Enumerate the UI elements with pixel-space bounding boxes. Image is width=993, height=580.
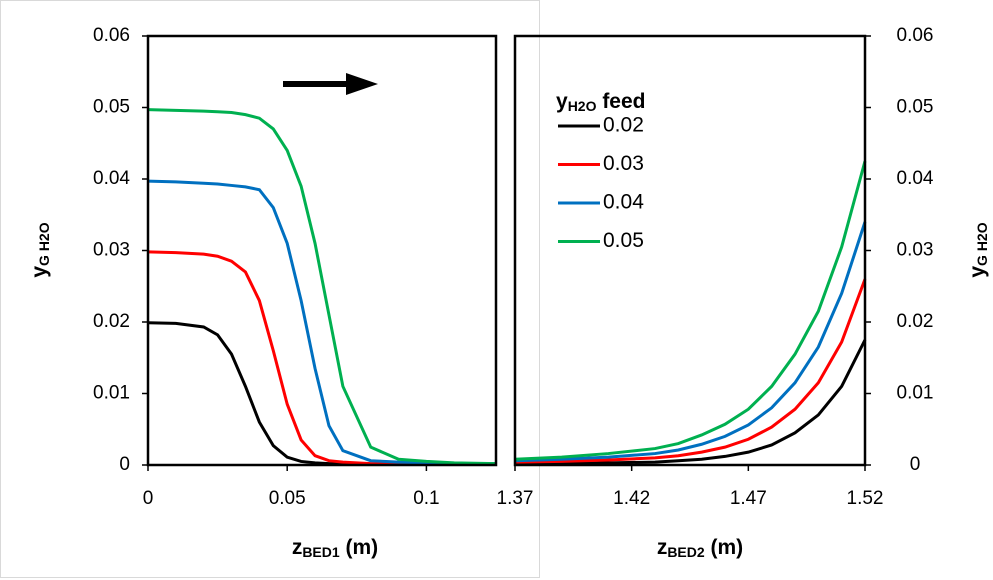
plot-frame [513, 34, 867, 467]
x-axis-label-main: z [657, 536, 668, 559]
legend-title-main: y [556, 90, 568, 113]
legend-label: 0.02 [603, 114, 644, 137]
x-tick-label: 1.42 [613, 488, 650, 509]
y-axis-label-main: y [966, 266, 989, 278]
legend-title-sub: H2O [568, 98, 597, 114]
x-axis-label: zBED2 (m) [657, 536, 743, 560]
y-tick-label: 0.06 [93, 25, 130, 46]
y-tick-label: 0 [119, 454, 130, 475]
panel-frame [0, 0, 540, 578]
y-tick-label: 0.06 [897, 25, 934, 46]
x-axis-label-rest: (m) [705, 536, 744, 559]
x-axis-label-sub: BED2 [667, 544, 705, 560]
y-tick-label: 0.05 [93, 97, 130, 118]
y-tick-label: 0.02 [897, 311, 934, 332]
legend-label: 0.05 [603, 229, 644, 252]
y-tick-label: 0.02 [93, 311, 130, 332]
x-axis-label-sub: BED1 [302, 544, 340, 560]
x-axis-label-main: z [292, 536, 303, 559]
legend-label: 0.03 [603, 152, 644, 175]
y-axis-label: yG H2O [966, 222, 990, 277]
y-tick-label: 0.01 [897, 383, 934, 404]
y-tick-label: 0.04 [93, 168, 130, 189]
y-tick-label: 0 [910, 454, 921, 475]
x-tick-label: 0 [143, 488, 154, 509]
y-tick-label: 0.04 [897, 168, 934, 189]
x-tick-label: 0.1 [413, 488, 439, 509]
x-tick-label: 1.37 [497, 488, 534, 509]
legend-title-rest: feed [596, 90, 645, 113]
plot-frame [146, 34, 498, 467]
legend-title: yH2O feed [556, 90, 646, 114]
x-tick-label: 0.05 [269, 488, 306, 509]
x-axis-label: zBED1 (m) [292, 536, 378, 560]
y-axis-label: yG H2O [28, 222, 52, 277]
series-line [514, 160, 867, 461]
series-line [147, 179, 496, 466]
legend-label: 0.04 [603, 191, 644, 214]
series-line [514, 221, 867, 463]
y-tick-label: 0.03 [93, 240, 130, 261]
arrow-head [346, 73, 378, 95]
y-tick-label: 0.01 [93, 383, 130, 404]
y-axis-label-sub: G H2O [974, 222, 990, 266]
x-axis-label-rest: (m) [340, 536, 379, 559]
x-tick-label: 1.52 [847, 488, 884, 509]
series-line [514, 339, 867, 466]
x-tick-label: 1.47 [730, 488, 767, 509]
y-axis-label-sub: G H2O [36, 222, 52, 266]
y-tick-label: 0.05 [897, 97, 934, 118]
y-tick-label: 0.03 [897, 240, 934, 261]
y-axis-label-main: y [28, 266, 51, 278]
series-line [514, 278, 867, 464]
series-line [147, 108, 497, 466]
